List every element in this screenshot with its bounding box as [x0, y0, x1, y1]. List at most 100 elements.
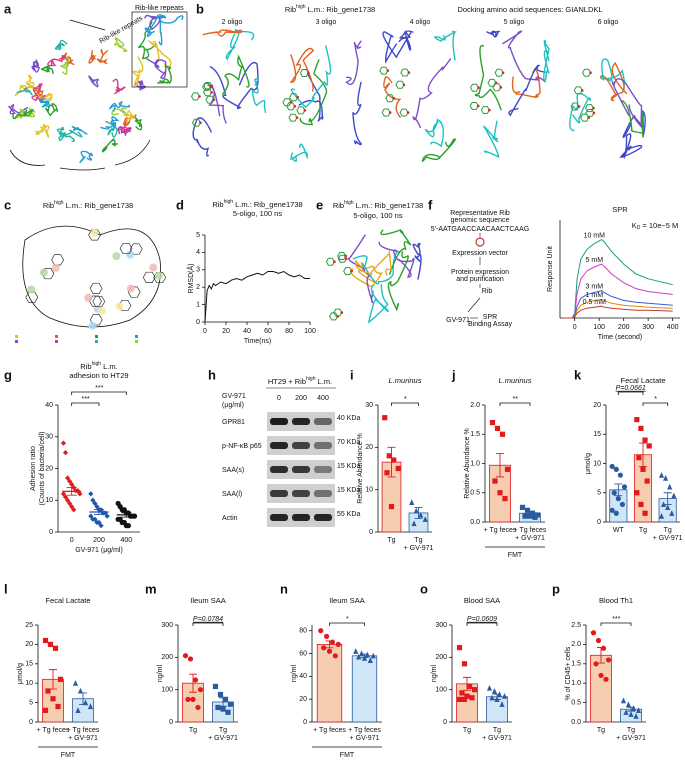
y-tick-label: 0.0 [470, 519, 480, 526]
ribbon [600, 58, 626, 94]
y-tick-label: 15 [593, 431, 601, 438]
residue [98, 306, 107, 315]
ribbon [508, 64, 546, 117]
data-point [502, 496, 508, 502]
ribbon [619, 133, 643, 160]
atom [293, 104, 297, 108]
y-tick-label: 40 [45, 402, 53, 409]
band-label: SAA(s) [222, 467, 244, 474]
chart-title: L.murinus [499, 376, 532, 385]
atom [198, 95, 201, 98]
x-tick-label: 200 [93, 537, 105, 544]
y-tick-label: 10 [45, 497, 53, 504]
y-axis-label: ng/ml [157, 665, 164, 683]
data-point [527, 513, 533, 519]
ribbon [71, 125, 88, 135]
ligand [329, 312, 339, 321]
y-tick-label: 2.5 [571, 622, 581, 629]
lane-label: 0 [277, 395, 281, 402]
title-part: Rib [43, 201, 54, 210]
ribbon [25, 74, 35, 89]
data-point [633, 713, 639, 719]
y-tick-label: 0 [369, 529, 373, 536]
diagram-text: and purification [456, 276, 504, 283]
ligand [469, 102, 479, 110]
data-point [492, 478, 498, 484]
ligand [400, 68, 410, 77]
ribbon [112, 78, 126, 95]
data-point [486, 684, 493, 691]
y-axis-label: (Counts of bacteria/cell) [39, 432, 46, 506]
data-point [75, 707, 81, 713]
subtitle: 5-oligo, 100 ns [233, 209, 282, 218]
band-label: p-NF-κB p65 [222, 443, 262, 450]
x-tick-label: + GV-971 [68, 735, 98, 742]
data-point [187, 656, 194, 662]
atom [477, 86, 480, 89]
data-point [384, 470, 390, 476]
atom [307, 71, 310, 75]
residue [149, 263, 158, 272]
atom [577, 105, 581, 108]
y-tick-label: 20 [365, 444, 373, 451]
ribbon [511, 69, 541, 99]
ring [142, 271, 156, 283]
data-point [630, 705, 637, 712]
annotation: Rib-like repeats [135, 5, 184, 12]
error-bar [496, 453, 504, 478]
data-point [386, 453, 392, 459]
x-tick-label: Tg [627, 727, 635, 734]
atom [406, 111, 410, 114]
bar [590, 654, 612, 723]
ribbon [543, 39, 550, 81]
data-point [635, 707, 642, 713]
ligand [325, 257, 335, 266]
data-point [524, 507, 531, 513]
panel-label: o [420, 581, 428, 596]
y-tick-label: 10 [25, 680, 33, 687]
treatment: GV-971 [222, 393, 246, 400]
ribbon [474, 44, 502, 111]
ribbon [378, 241, 415, 278]
ribbon [146, 58, 167, 80]
data-point [217, 691, 224, 698]
y-tick-label: 0 [49, 529, 53, 536]
data-point [60, 491, 67, 497]
data-point [185, 696, 191, 702]
residue [88, 321, 97, 330]
ribbon [47, 55, 69, 67]
data-point [329, 639, 336, 645]
ligand [379, 66, 389, 75]
x-tick-label: + GV-971 [350, 735, 380, 742]
data-point [88, 491, 94, 497]
data-point [98, 523, 104, 529]
lane-label: 400 [317, 395, 329, 402]
ligand [584, 104, 595, 113]
legend-swatch [55, 340, 58, 343]
diagram-text: Binding Assay [468, 321, 512, 328]
ribbon [35, 123, 50, 138]
data-point [671, 492, 677, 499]
y-tick-label: 20 [45, 465, 53, 472]
title-part: Rib [285, 5, 296, 14]
data-point [644, 478, 650, 484]
diagram-text: 5'-AATGAACCAACAACTCAAG [431, 226, 529, 233]
atom [344, 257, 348, 261]
atom [402, 83, 406, 87]
ribbon [114, 37, 128, 52]
data-point [422, 516, 428, 522]
atom [488, 108, 491, 112]
ligand [570, 102, 580, 111]
atom [340, 311, 344, 314]
legend-swatch [95, 335, 98, 338]
x-axis-label: Time(ns) [244, 338, 271, 345]
atom [587, 116, 591, 119]
significance-label: P=0.0609 [467, 616, 497, 623]
data-point [55, 703, 61, 710]
title: Ribhigh L.m.: Rib_gene1738 [285, 4, 375, 14]
x-tick-label: Tg [597, 727, 605, 734]
x-tick-label: + Tg feces [348, 727, 381, 734]
title: Ribhigh L.m.: Rib_gene1738 [43, 200, 133, 210]
panel-label: l [4, 581, 8, 596]
data-point [658, 472, 665, 478]
